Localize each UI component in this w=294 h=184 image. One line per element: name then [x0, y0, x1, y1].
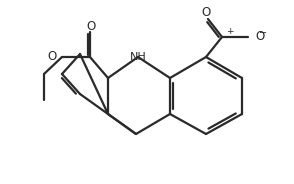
Text: O: O — [201, 6, 211, 20]
Text: O: O — [255, 31, 264, 43]
Text: O: O — [48, 50, 57, 63]
Text: +: + — [226, 27, 234, 36]
Text: −: − — [259, 28, 267, 38]
Text: NH: NH — [130, 52, 146, 62]
Text: O: O — [86, 20, 96, 33]
